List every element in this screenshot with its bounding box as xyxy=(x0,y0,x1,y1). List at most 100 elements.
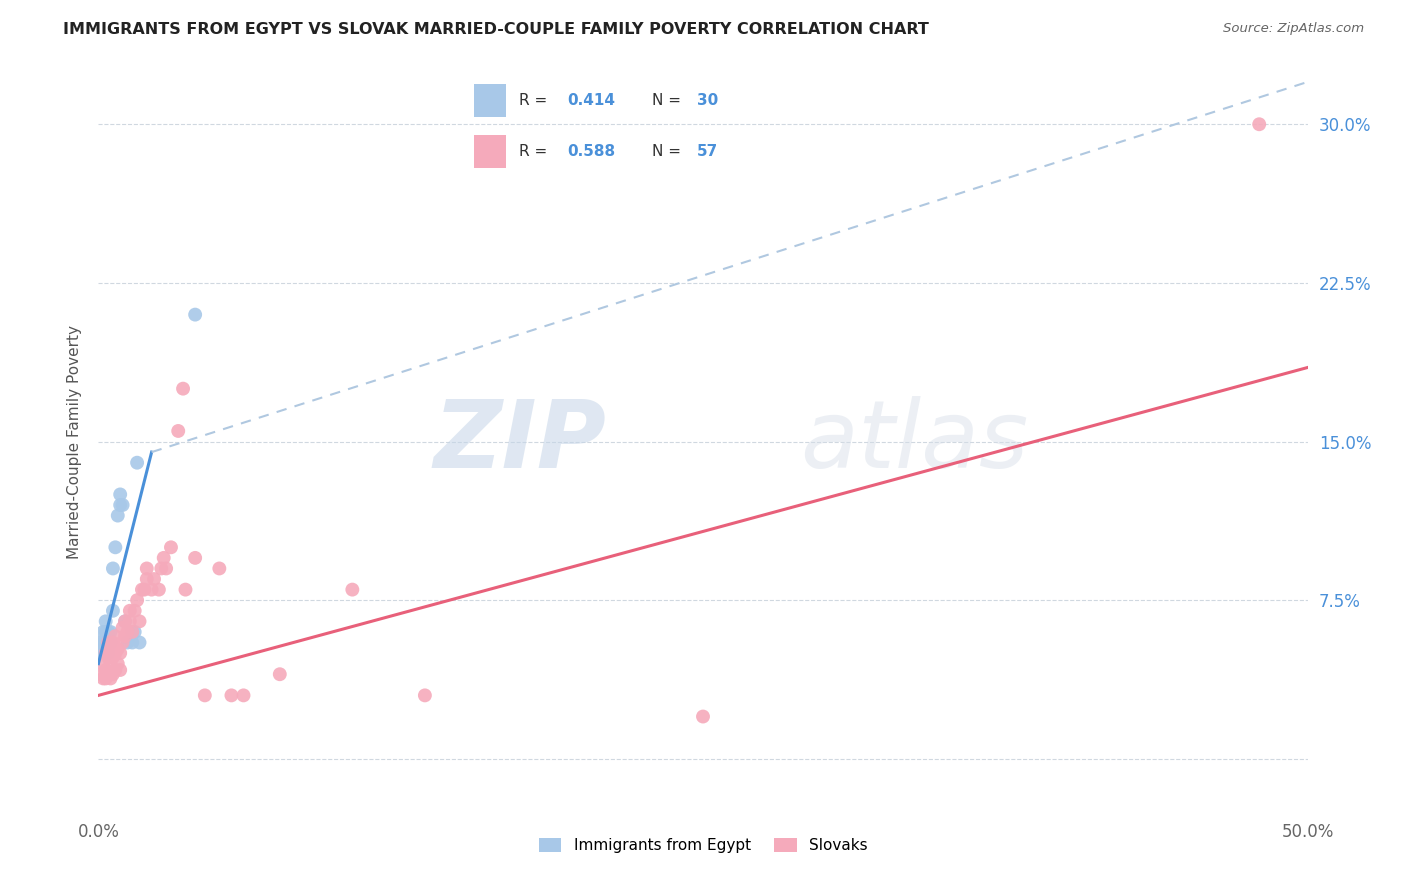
Point xyxy=(160,541,183,555)
Point xyxy=(124,604,146,618)
Point xyxy=(124,624,146,639)
Point xyxy=(117,624,139,639)
Point xyxy=(232,689,254,703)
Point xyxy=(101,561,124,575)
Point xyxy=(107,657,129,671)
Point xyxy=(100,635,122,649)
Point xyxy=(91,635,114,649)
Point xyxy=(1249,117,1271,131)
Point xyxy=(97,635,120,649)
Point xyxy=(97,624,120,639)
Point xyxy=(134,582,156,597)
Text: Source: ZipAtlas.com: Source: ZipAtlas.com xyxy=(1223,22,1364,36)
Point xyxy=(131,582,153,597)
Point xyxy=(117,635,139,649)
Point xyxy=(127,456,149,470)
Point xyxy=(128,615,150,629)
Point xyxy=(118,615,141,629)
Point xyxy=(104,629,127,643)
Point xyxy=(90,646,112,660)
Point xyxy=(111,635,134,649)
Point xyxy=(150,561,173,575)
Point xyxy=(118,604,141,618)
Point xyxy=(94,646,117,660)
Text: R =: R = xyxy=(519,145,553,160)
Point xyxy=(269,667,291,681)
Text: 30: 30 xyxy=(697,93,718,108)
Point xyxy=(94,635,117,649)
Point xyxy=(91,624,114,639)
Point xyxy=(90,635,112,649)
Point xyxy=(114,629,136,643)
Point xyxy=(135,561,157,575)
Point xyxy=(184,550,207,565)
Point xyxy=(108,646,131,660)
Point xyxy=(90,646,112,660)
Point xyxy=(101,635,124,649)
Text: R =: R = xyxy=(519,93,553,108)
Point xyxy=(342,582,364,597)
Point xyxy=(100,672,122,686)
Point xyxy=(194,689,217,703)
Point xyxy=(97,650,120,665)
Point xyxy=(143,572,166,586)
Point xyxy=(152,550,174,565)
Point xyxy=(91,646,114,660)
Bar xyxy=(474,136,506,168)
Text: N =: N = xyxy=(651,145,685,160)
Point xyxy=(100,641,122,656)
Point xyxy=(127,593,149,607)
Text: N =: N = xyxy=(651,93,685,108)
Point xyxy=(108,663,131,677)
Point xyxy=(107,641,129,656)
Point xyxy=(104,541,127,555)
Point xyxy=(104,646,127,660)
Point xyxy=(90,667,112,681)
Point xyxy=(101,667,124,681)
Point xyxy=(94,663,117,677)
Point xyxy=(108,487,131,501)
Point xyxy=(94,624,117,639)
Point xyxy=(114,615,136,629)
Point xyxy=(100,624,122,639)
Point xyxy=(155,561,177,575)
Point xyxy=(128,635,150,649)
Point xyxy=(121,624,143,639)
Point xyxy=(121,624,143,639)
Point xyxy=(94,672,117,686)
Point xyxy=(148,582,170,597)
Point xyxy=(104,663,127,677)
Point xyxy=(94,646,117,660)
Point xyxy=(97,667,120,681)
Point xyxy=(111,498,134,512)
Legend: Immigrants from Egypt, Slovaks: Immigrants from Egypt, Slovaks xyxy=(533,832,873,860)
Text: atlas: atlas xyxy=(800,396,1028,487)
Point xyxy=(114,615,136,629)
Y-axis label: Married-Couple Family Poverty: Married-Couple Family Poverty xyxy=(67,325,83,558)
Point xyxy=(107,508,129,523)
Point xyxy=(167,424,190,438)
Text: 0.414: 0.414 xyxy=(568,93,616,108)
Bar xyxy=(474,84,506,117)
Point xyxy=(172,382,194,396)
Point xyxy=(97,635,120,649)
Text: 0.588: 0.588 xyxy=(568,145,616,160)
Text: ZIP: ZIP xyxy=(433,395,606,488)
Point xyxy=(108,498,131,512)
Point xyxy=(141,582,163,597)
Point xyxy=(111,621,134,635)
Point xyxy=(101,650,124,665)
Text: 57: 57 xyxy=(697,145,718,160)
Point xyxy=(100,657,122,671)
Point xyxy=(94,615,117,629)
Point xyxy=(208,561,231,575)
Point xyxy=(184,308,207,322)
Point xyxy=(221,689,243,703)
Point xyxy=(135,572,157,586)
Point xyxy=(121,635,143,649)
Point xyxy=(91,657,114,671)
Text: IMMIGRANTS FROM EGYPT VS SLOVAK MARRIED-COUPLE FAMILY POVERTY CORRELATION CHART: IMMIGRANTS FROM EGYPT VS SLOVAK MARRIED-… xyxy=(63,22,929,37)
Point xyxy=(174,582,197,597)
Point xyxy=(91,672,114,686)
Point xyxy=(97,646,120,660)
